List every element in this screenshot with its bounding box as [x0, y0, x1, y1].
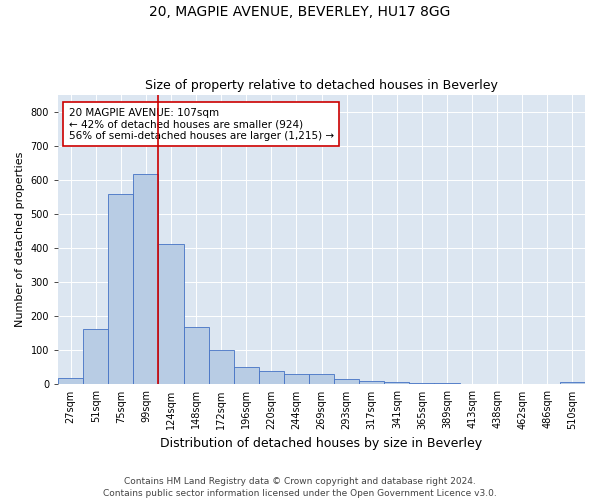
- Title: Size of property relative to detached houses in Beverley: Size of property relative to detached ho…: [145, 79, 498, 92]
- Bar: [359, 381, 384, 384]
- Bar: [158, 244, 184, 384]
- Bar: [284, 374, 309, 384]
- Bar: [184, 327, 209, 384]
- Bar: [259, 372, 284, 384]
- Bar: [209, 350, 234, 384]
- Bar: [434, 383, 460, 384]
- Text: 20 MAGPIE AVENUE: 107sqm
← 42% of detached houses are smaller (924)
56% of semi-: 20 MAGPIE AVENUE: 107sqm ← 42% of detach…: [68, 108, 334, 141]
- Bar: [83, 329, 108, 384]
- Bar: [309, 374, 334, 384]
- Bar: [560, 382, 585, 384]
- X-axis label: Distribution of detached houses by size in Beverley: Distribution of detached houses by size …: [160, 437, 482, 450]
- Bar: [334, 380, 359, 384]
- Bar: [108, 194, 133, 384]
- Bar: [384, 382, 409, 384]
- Bar: [234, 368, 259, 384]
- Y-axis label: Number of detached properties: Number of detached properties: [15, 152, 25, 327]
- Bar: [133, 174, 158, 384]
- Bar: [409, 382, 434, 384]
- Text: Contains HM Land Registry data © Crown copyright and database right 2024.
Contai: Contains HM Land Registry data © Crown c…: [103, 476, 497, 498]
- Bar: [58, 378, 83, 384]
- Text: 20, MAGPIE AVENUE, BEVERLEY, HU17 8GG: 20, MAGPIE AVENUE, BEVERLEY, HU17 8GG: [149, 5, 451, 19]
